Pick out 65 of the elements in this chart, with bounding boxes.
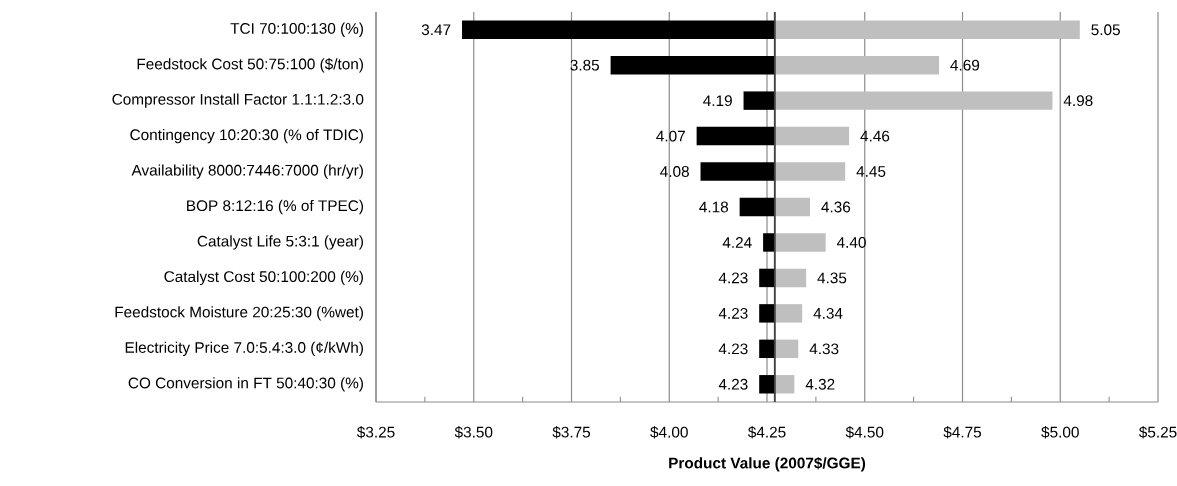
y-tick-label: Feedstock Cost 50:75:100 ($/ton) <box>137 57 363 73</box>
data-label: 4.36 <box>821 201 851 213</box>
bar <box>774 233 826 252</box>
y-tick-label: Catalyst Life 5:3:1 (year) <box>197 235 363 250</box>
x-tick-label: $3.75 <box>552 426 591 439</box>
bar <box>759 268 775 288</box>
x-tick-label: $4.75 <box>943 426 982 439</box>
data-label: 4.45 <box>856 166 886 177</box>
x-tick-label: $4.25 <box>747 426 786 439</box>
bar <box>696 126 775 146</box>
data-label: 4.23 <box>718 272 748 284</box>
x-tick-label: $4.50 <box>845 426 884 439</box>
y-tick-label: Feedstock Moisture 20:25:30 (%wet) <box>115 306 363 321</box>
data-label: 4.33 <box>809 343 839 355</box>
data-label: 4.24 <box>722 237 752 248</box>
data-label: 4.23 <box>718 307 748 319</box>
data-label: 4.40 <box>836 237 866 248</box>
data-label: 4.18 <box>699 201 729 213</box>
bar <box>759 375 775 394</box>
bar <box>743 91 775 110</box>
data-label: 4.08 <box>660 166 689 177</box>
y-tick-label: Availability 8000:7446:7000 (hr/yr) <box>131 164 363 179</box>
data-label: 5.05 <box>1091 24 1120 36</box>
data-label: 4.34 <box>813 307 843 319</box>
x-tick-label: $5.00 <box>1041 426 1079 439</box>
data-label: 4.07 <box>656 130 685 142</box>
x-tick-label: $3.25 <box>356 426 395 439</box>
data-label: 3.85 <box>570 59 600 71</box>
bar <box>774 339 799 359</box>
bar <box>774 162 846 181</box>
bar <box>700 162 775 181</box>
y-tick-label: Electricity Price 7.0:5.4:3.0 (¢/kWh) <box>125 341 363 356</box>
bar <box>763 233 775 252</box>
y-tick-label: BOP 8:12:16 (% of TPEC) <box>187 199 363 215</box>
y-tick-label: Catalyst Cost 50:100:200 (%) <box>164 270 363 286</box>
bar <box>759 339 775 359</box>
y-tick-label: TCI 70:100:130 (%) <box>230 22 363 37</box>
y-tick-label: Compressor Install Factor 1.1:1.2:3.0 <box>112 93 364 108</box>
data-label: 4.98 <box>1063 95 1093 107</box>
data-label: 4.19 <box>703 95 732 107</box>
bar <box>774 20 1080 39</box>
data-label: 4.23 <box>718 378 748 390</box>
data-label: 3.47 <box>421 24 451 36</box>
x-tick-label: $5.25 <box>1138 426 1177 439</box>
data-label: 4.23 <box>718 343 748 355</box>
y-tick-label: CO Conversion in FT 50:40:30 (%) <box>128 377 363 392</box>
bar <box>462 20 775 39</box>
x-axis-title: Product Value (2007$/GGE) <box>669 456 866 472</box>
bar <box>774 304 803 323</box>
x-tick-label: $3.50 <box>454 426 493 439</box>
bar <box>774 197 811 217</box>
data-label: 4.46 <box>860 130 890 142</box>
bar <box>774 126 850 146</box>
bar <box>774 375 795 394</box>
data-label: 4.69 <box>950 59 980 71</box>
y-tick-label: Contingency 10:20:30 (% of TDIC) <box>130 128 363 144</box>
bar <box>774 91 1053 110</box>
bar <box>774 55 940 75</box>
data-label: 4.32 <box>805 378 835 390</box>
bar <box>774 268 807 288</box>
x-tick-label: $4.00 <box>650 426 688 439</box>
data-label: 4.35 <box>817 272 847 284</box>
bar <box>739 197 775 217</box>
bar <box>759 304 775 323</box>
bar <box>610 55 775 75</box>
